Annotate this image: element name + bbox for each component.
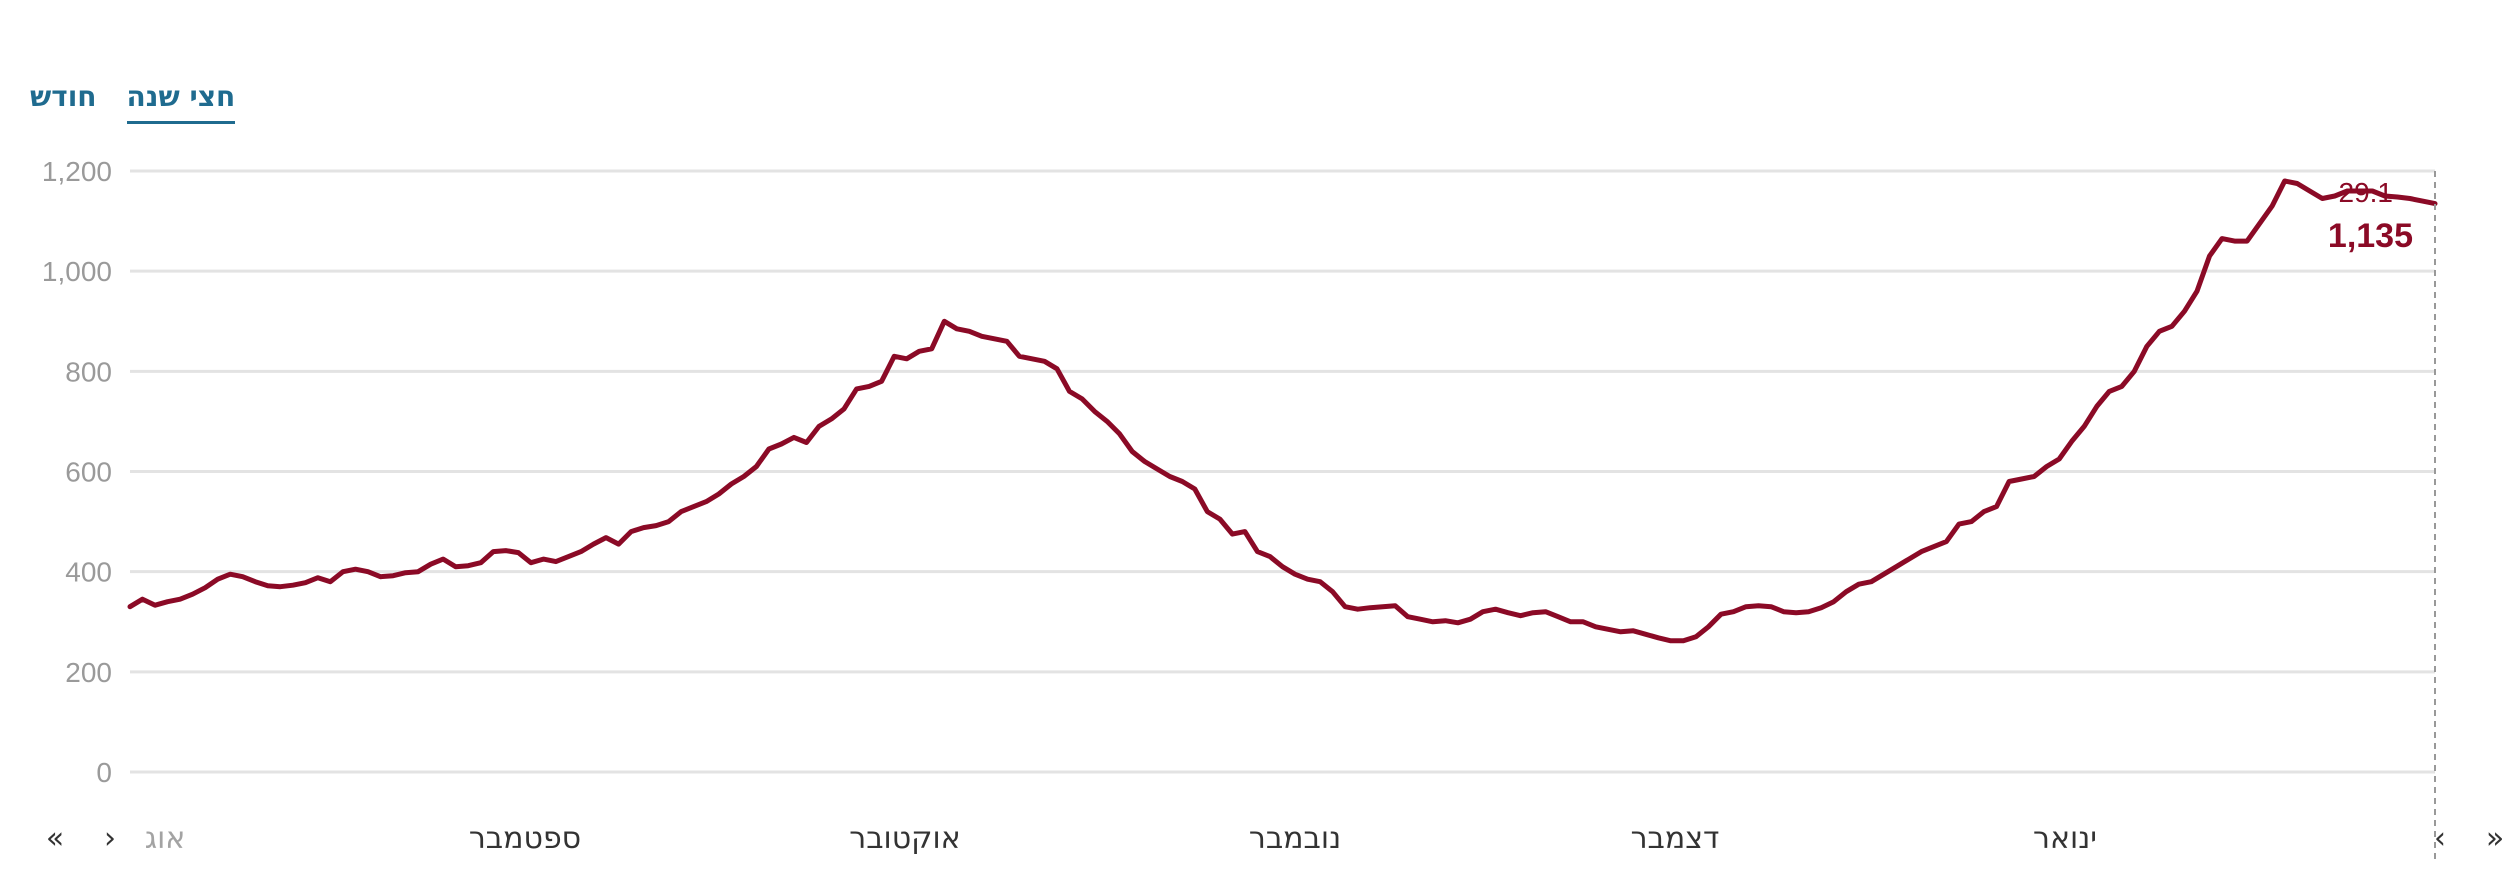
y-tick-label: 1,200 [42,156,112,187]
y-tick-label: 1,000 [42,256,112,287]
y-tick-label: 0 [96,757,112,788]
nav-prev-button[interactable]: › [104,821,116,856]
x-tick-label: ינואר [2033,821,2097,856]
nav-last-button[interactable]: » [2486,821,2504,856]
y-axis: 0 200 400 600 800 1,000 1,200 [42,156,112,788]
x-tick-label: אוקטובר [849,821,960,856]
grid-lines [130,169,2435,774]
range-tabs: חצי שנה חודש [30,80,236,124]
y-tick-label: 400 [65,557,112,588]
tab-month[interactable]: חודש [30,80,97,113]
nav-next-button[interactable]: ‹ [2434,821,2446,856]
x-tick-label: ספטמבר [469,821,581,856]
tooltip-date: 29.1 [2339,177,2394,208]
y-tick-label: 200 [65,657,112,688]
x-axis: אוג ספטמבר אוקטובר נובמבר דצמבר ינואר [145,821,2097,856]
tab-half-year[interactable]: חצי שנה [126,80,236,124]
x-tick-label: אוג [145,821,186,856]
y-tick-label: 800 [65,356,112,387]
series-line [127,178,2438,644]
x-tick-label: נובמבר [1249,821,1341,856]
y-tick-label: 600 [65,457,112,488]
x-tick-label: דצמבר [1631,821,1720,856]
nav-first-button[interactable]: « [46,821,64,856]
tooltip-value: 1,135 [2328,217,2413,255]
